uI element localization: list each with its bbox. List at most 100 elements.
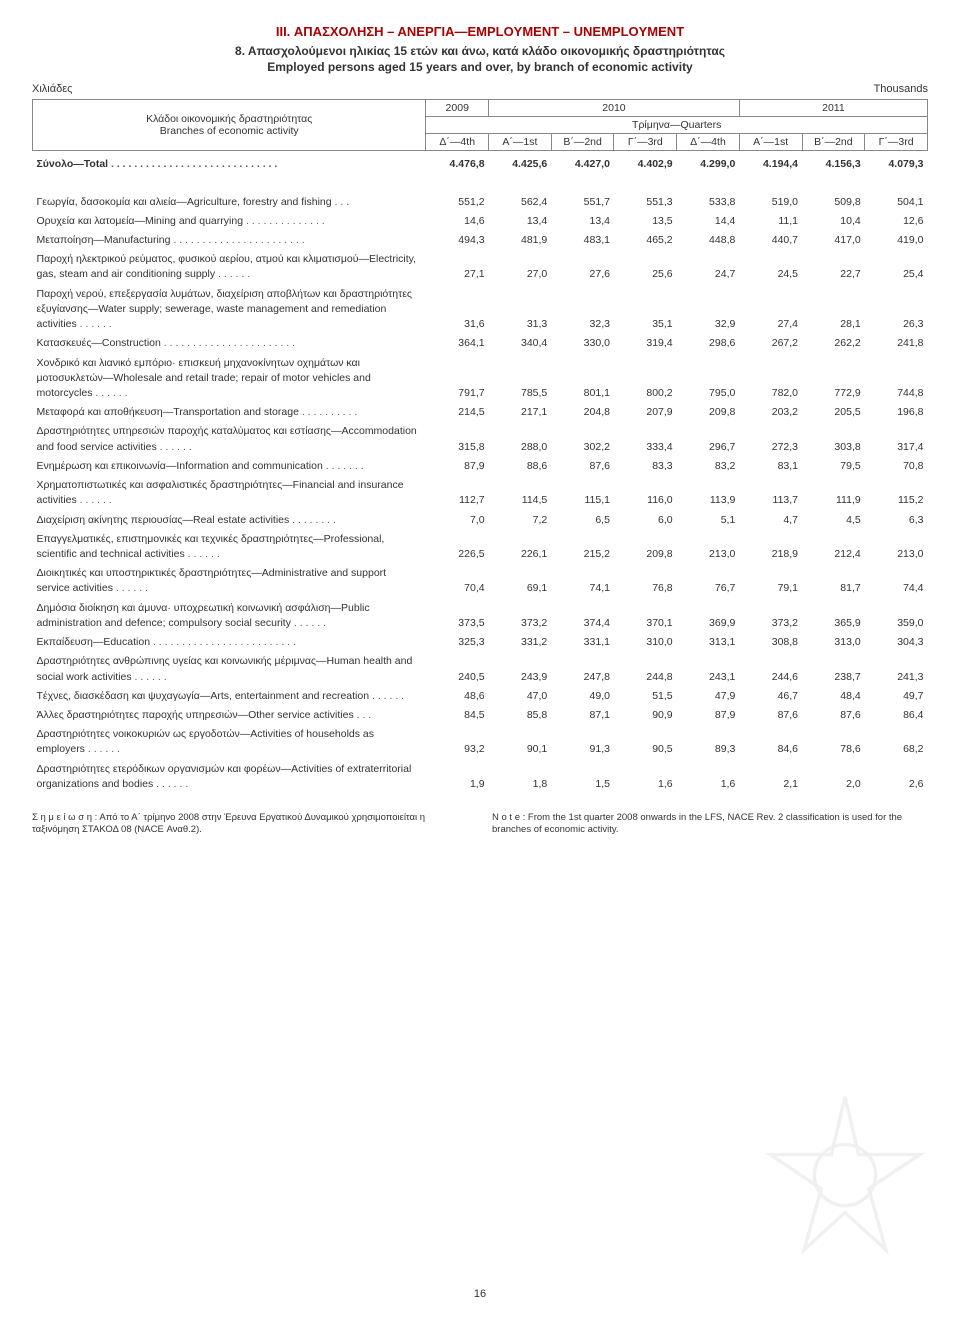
- cell-value: 6,5: [551, 511, 614, 530]
- cell-value: 24,5: [739, 250, 802, 284]
- row-label: Δραστηριότητες νοικοκυριών ως εργοδοτών—…: [33, 725, 426, 759]
- cell-value: 241,8: [865, 334, 928, 353]
- cell-value: 801,1: [551, 354, 614, 404]
- table-row: Mεταποίηση—Manufacturing . . . . . . . .…: [33, 231, 928, 250]
- cell-value: 331,2: [489, 633, 552, 652]
- col-q: Γ΄—3rd: [865, 134, 928, 151]
- cell-value: 317,4: [865, 422, 928, 456]
- cell-value: 262,2: [802, 334, 865, 353]
- cell-value: 87,1: [551, 706, 614, 725]
- title-gr: 8. Απασχολούμενοι ηλικίας 15 ετών και άν…: [235, 44, 725, 58]
- cell-value: 304,3: [865, 633, 928, 652]
- title-en: Employed persons aged 15 years and over,…: [267, 60, 692, 74]
- cell-value: 243,1: [677, 652, 740, 686]
- cell-value: 88,6: [489, 457, 552, 476]
- cell-value: 74,1: [551, 564, 614, 598]
- page-number: 16: [0, 1288, 960, 1300]
- row-label: Δραστηριότητες ετερόδικων οργανισμών και…: [33, 760, 426, 794]
- cell-value: 313,0: [802, 633, 865, 652]
- row-label: Eνημέρωση και επικοινωνία—Information an…: [33, 457, 426, 476]
- cell-value: 4.156,3: [802, 151, 865, 183]
- cell-value: 340,4: [489, 334, 552, 353]
- cell-value: 51,5: [614, 687, 677, 706]
- table-row: Eπαγγελματικές, επιστημονικές και τεχνικ…: [33, 530, 928, 564]
- table-body: Σύνολο—Total . . . . . . . . . . . . . .…: [33, 151, 928, 794]
- cell-value: 46,7: [739, 687, 802, 706]
- row-label: Σύνολο—Total . . . . . . . . . . . . . .…: [33, 151, 426, 183]
- row-label: Xονδρικό και λιανικό εμπόριο· επισκευή μ…: [33, 354, 426, 404]
- cell-value: 4,5: [802, 511, 865, 530]
- cell-value: 91,3: [551, 725, 614, 759]
- cell-value: 313,1: [677, 633, 740, 652]
- cell-value: 47,0: [489, 687, 552, 706]
- row-label: Κατασκευές—Construction . . . . . . . . …: [33, 334, 426, 353]
- cell-value: 212,4: [802, 530, 865, 564]
- cell-value: 319,4: [614, 334, 677, 353]
- cell-value: 11,1: [739, 212, 802, 231]
- cell-value: 14,4: [677, 212, 740, 231]
- quarters-label: Τρίμηνα—Quarters: [426, 117, 928, 134]
- col-q: Γ΄—3rd: [614, 134, 677, 151]
- cell-value: 70,4: [426, 564, 489, 598]
- cell-value: 785,5: [489, 354, 552, 404]
- cell-value: 32,3: [551, 285, 614, 335]
- cell-value: 48,6: [426, 687, 489, 706]
- cell-value: 247,8: [551, 652, 614, 686]
- cell-value: 4.476,8: [426, 151, 489, 183]
- table-header: Κλάδοι οικονομικής δραστηριότητας Branch…: [33, 100, 928, 151]
- cell-value: 4.299,0: [677, 151, 740, 183]
- table-title: 8. Απασχολούμενοι ηλικίας 15 ετών και άν…: [32, 43, 928, 75]
- note-left: Σ η μ ε ί ω σ η : Από το Α΄ τρίμηνο 2008…: [32, 812, 468, 837]
- table-row: Δραστηριότητες ανθρώπινης υγείας και κοι…: [33, 652, 928, 686]
- row-label: Άλλες δραστηριότητες παροχής υπηρεσιών—O…: [33, 706, 426, 725]
- cell-value: 218,9: [739, 530, 802, 564]
- table-row: Δραστηριότητες υπηρεσιών παροχής καταλύμ…: [33, 422, 928, 456]
- cell-value: 772,9: [802, 354, 865, 404]
- cell-value: 85,8: [489, 706, 552, 725]
- cell-value: 483,1: [551, 231, 614, 250]
- cell-value: 795,0: [677, 354, 740, 404]
- cell-value: 83,2: [677, 457, 740, 476]
- cell-value: 374,4: [551, 599, 614, 633]
- cell-value: 791,7: [426, 354, 489, 404]
- year-2010: 2010: [489, 100, 740, 117]
- cell-value: 215,2: [551, 530, 614, 564]
- cell-value: 238,7: [802, 652, 865, 686]
- cell-value: 111,9: [802, 476, 865, 510]
- col-q: B΄—2nd: [802, 134, 865, 151]
- row-label: Mεταποίηση—Manufacturing . . . . . . . .…: [33, 231, 426, 250]
- row-label: Ορυχεία και λατομεία—Mining and quarryin…: [33, 212, 426, 231]
- col-q: Δ΄—4th: [677, 134, 740, 151]
- watermark-logo: [760, 1090, 930, 1260]
- cell-value: 204,8: [551, 403, 614, 422]
- cell-value: 551,2: [426, 193, 489, 212]
- cell-value: 1,9: [426, 760, 489, 794]
- cell-value: 308,8: [739, 633, 802, 652]
- cell-value: 226,1: [489, 530, 552, 564]
- footnotes: Σ η μ ε ί ω σ η : Από το Α΄ τρίμηνο 2008…: [32, 812, 928, 837]
- cell-value: 113,9: [677, 476, 740, 510]
- table-row: Κατασκευές—Construction . . . . . . . . …: [33, 334, 928, 353]
- cell-value: 365,9: [802, 599, 865, 633]
- cell-value: 373,2: [489, 599, 552, 633]
- row-label: Tέχνες, διασκέδαση και ψυχαγωγία—Arts, e…: [33, 687, 426, 706]
- cell-value: 76,8: [614, 564, 677, 598]
- year-2009: 2009: [426, 100, 489, 117]
- col-q: A΄—1st: [739, 134, 802, 151]
- cell-value: 205,5: [802, 403, 865, 422]
- cell-value: 226,5: [426, 530, 489, 564]
- stub-gr: Κλάδοι οικονομικής δραστηριότητας: [146, 113, 312, 125]
- cell-value: 90,1: [489, 725, 552, 759]
- row-label: Xρηματοπιστωτικές και ασφαλιστικές δραστ…: [33, 476, 426, 510]
- cell-value: 481,9: [489, 231, 552, 250]
- row-label: Μεταφορά και αποθήκευση—Transportation a…: [33, 403, 426, 422]
- cell-value: 331,1: [551, 633, 614, 652]
- cell-value: 35,1: [614, 285, 677, 335]
- cell-value: 87,6: [551, 457, 614, 476]
- row-label: Παροχή νερού, επεξεργασία λυμάτων, διαχε…: [33, 285, 426, 335]
- cell-value: 31,3: [489, 285, 552, 335]
- table-row: Xονδρικό και λιανικό εμπόριο· επισκευή μ…: [33, 354, 928, 404]
- cell-value: 7,2: [489, 511, 552, 530]
- cell-value: 241,3: [865, 652, 928, 686]
- units-right: Thousands: [874, 83, 928, 95]
